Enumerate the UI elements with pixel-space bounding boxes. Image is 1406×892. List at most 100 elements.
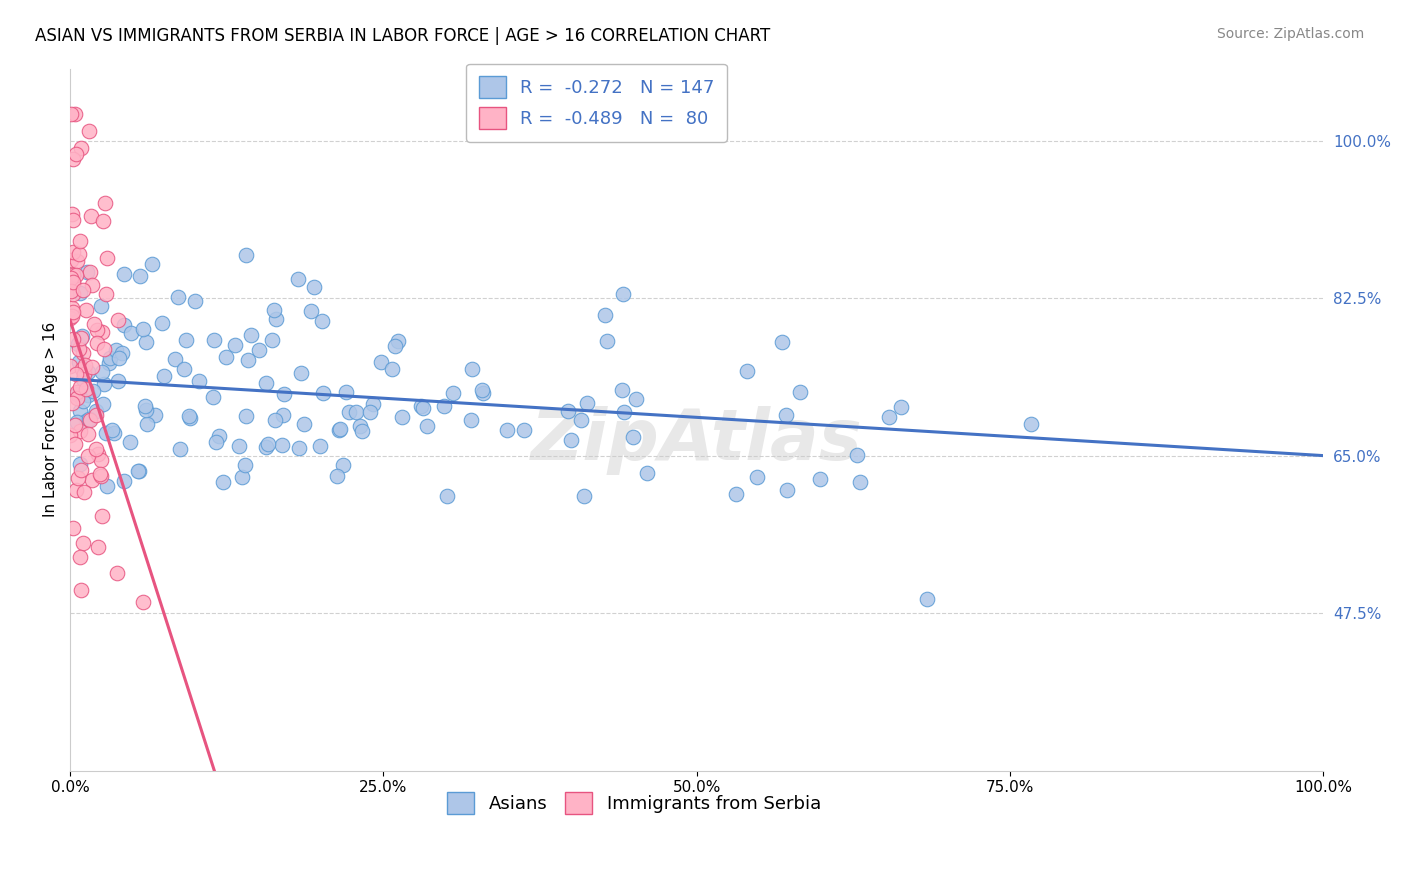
Point [415,419,437,434]
Point [612,287,634,301]
Point [613,405,636,419]
Point [75,414,97,428]
Point [108,351,131,365]
Point [224,338,246,352]
Point [107,313,129,327]
Point [96,252,118,266]
Point [94,287,117,301]
Point [65,483,87,497]
Point [233,458,256,472]
Point [67,342,90,356]
Point [290,366,312,380]
Point [84,442,107,456]
Point [846,448,869,462]
Point [82,384,104,398]
Point [135,403,157,417]
Point [79,413,101,427]
Point [80,209,103,223]
Point [595,308,617,322]
Point [112,318,135,332]
Point [775,483,797,497]
Point [72,328,94,343]
Point [89,467,111,481]
Point [114,268,136,282]
Point [76,427,98,442]
Point [84,408,107,422]
Point [309,439,332,453]
Point [90,508,112,523]
Point [63,437,86,451]
Point [90,365,112,379]
Point [184,293,207,308]
Point [436,489,458,503]
Point [90,325,112,339]
Point [441,386,464,401]
Point [77,449,100,463]
Point [65,367,87,381]
Point [129,268,152,283]
Point [328,423,350,437]
Point [72,368,94,382]
Point [134,399,156,413]
Point [86,335,108,350]
Point [110,346,132,360]
Point [143,408,166,422]
Point [789,384,811,399]
Point [359,405,381,419]
Point [247,343,270,357]
Point [329,422,352,436]
Point [70,331,93,345]
Point [91,397,114,411]
Point [890,400,912,414]
Point [287,272,309,286]
Point [271,408,294,422]
Point [263,303,285,318]
Point [238,352,260,367]
Point [60,310,83,324]
Point [101,423,124,437]
Point [69,457,91,471]
Point [352,424,374,438]
Point [65,253,87,268]
Point [76,265,98,279]
Point [93,342,115,356]
Point [82,359,104,374]
Point [471,384,494,398]
Point [59,428,82,442]
Point [84,404,107,418]
Point [735,364,758,378]
Point [69,234,91,248]
Point [59,310,82,325]
Point [66,337,89,351]
Point [770,335,793,350]
Point [747,469,769,483]
Point [120,326,142,341]
Point [59,253,82,268]
Point [93,195,115,210]
Point [87,541,110,555]
Point [62,153,84,167]
Point [69,550,91,565]
Point [75,382,97,396]
Text: ASIAN VS IMMIGRANTS FROM SERBIA IN LABOR FORCE | AGE > 16 CORRELATION CHART: ASIAN VS IMMIGRANTS FROM SERBIA IN LABOR… [35,27,770,45]
Point [65,418,87,433]
Point [621,430,644,444]
Point [105,343,128,357]
Point [461,362,484,376]
Point [66,470,89,484]
Point [169,442,191,457]
Point [176,333,198,347]
Point [294,417,316,431]
Point [270,438,292,452]
Point [179,411,201,425]
Point [69,582,91,597]
Point [460,412,482,426]
Point [235,248,257,262]
Point [775,409,797,423]
Point [83,318,105,332]
Point [73,485,96,500]
Point [128,464,150,478]
Point [513,423,536,437]
Point [77,412,100,426]
Point [187,375,209,389]
